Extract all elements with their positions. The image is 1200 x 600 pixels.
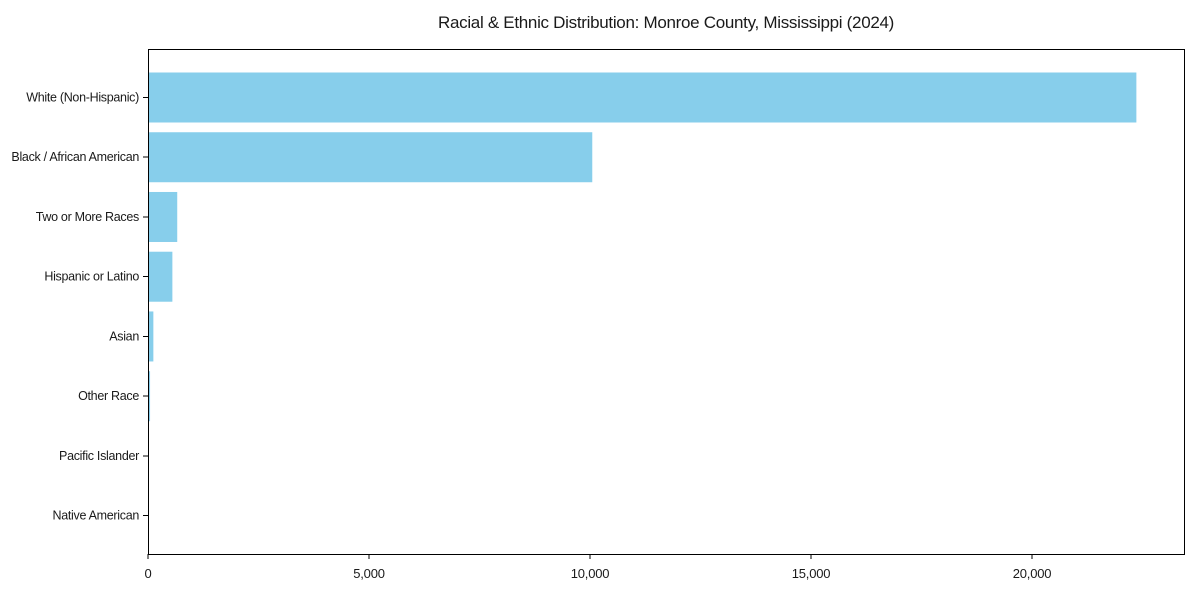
x-tick-label-10000: 10,000 <box>571 566 610 581</box>
bar-black-african-american <box>148 132 593 183</box>
bar-white-non-hispanic <box>148 72 1137 123</box>
bar-asian <box>148 311 154 362</box>
x-tick-label-15000: 15,000 <box>792 566 831 581</box>
bar-hispanic-or-latino <box>148 251 173 302</box>
x-tick-label-5000: 5,000 <box>353 566 385 581</box>
bar-other-race <box>148 371 151 422</box>
y-tick-label-pacific-islander: Pacific Islander <box>59 449 139 463</box>
y-tick-label-other-race: Other Race <box>78 389 139 403</box>
y-tick-label-white-non-hispanic: White (Non-Hispanic) <box>26 91 139 105</box>
chart-title: Racial & Ethnic Distribution: Monroe Cou… <box>437 13 895 32</box>
x-tick-label-20000: 20,000 <box>1013 566 1052 581</box>
plot-area-border <box>148 49 1185 555</box>
y-tick-label-two-or-more-races: Two or More Races <box>36 210 139 224</box>
y-tick-label-black-african-american: Black / African American <box>11 150 139 164</box>
y-tick-label-asian: Asian <box>109 329 139 343</box>
y-tick-label-native-american: Native American <box>52 509 139 523</box>
x-tick-label-0: 0 <box>144 566 151 581</box>
y-tick-label-hispanic-or-latino: Hispanic or Latino <box>44 270 139 284</box>
bar-two-or-more-races <box>148 191 178 242</box>
